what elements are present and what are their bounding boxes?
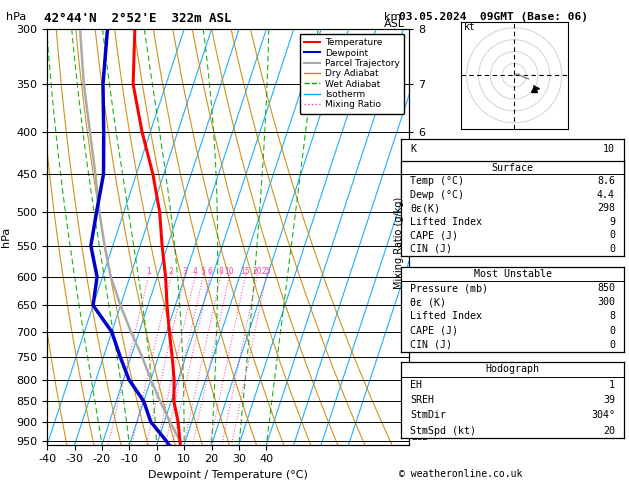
Text: 2: 2 (169, 267, 174, 276)
Text: 5: 5 (201, 267, 206, 276)
Text: 3: 3 (182, 267, 187, 276)
Text: 0: 0 (609, 340, 615, 350)
Text: 8.6: 8.6 (597, 176, 615, 186)
Text: Mixing Ratio (g/kg): Mixing Ratio (g/kg) (394, 197, 404, 289)
Text: 304°: 304° (591, 410, 615, 420)
Text: Surface: Surface (492, 163, 533, 173)
Text: 39: 39 (603, 395, 615, 405)
Text: StmDir: StmDir (410, 410, 446, 420)
Text: CIN (J): CIN (J) (410, 244, 452, 254)
Text: K: K (410, 144, 416, 154)
Text: 20: 20 (252, 267, 262, 276)
Text: 9: 9 (609, 217, 615, 227)
Text: SREH: SREH (410, 395, 434, 405)
Y-axis label: hPa: hPa (1, 227, 11, 247)
Legend: Temperature, Dewpoint, Parcel Trajectory, Dry Adiabat, Wet Adiabat, Isotherm, Mi: Temperature, Dewpoint, Parcel Trajectory… (299, 34, 404, 114)
X-axis label: Dewpoint / Temperature (°C): Dewpoint / Temperature (°C) (148, 470, 308, 480)
Text: 03.05.2024  09GMT (Base: 06): 03.05.2024 09GMT (Base: 06) (399, 12, 588, 22)
Text: 0: 0 (609, 326, 615, 336)
Text: 8: 8 (609, 312, 615, 321)
Text: kt: kt (464, 22, 476, 32)
Text: PW (cm): PW (cm) (410, 182, 452, 192)
Text: 0: 0 (609, 244, 615, 254)
Text: 1: 1 (147, 267, 151, 276)
Text: 15: 15 (241, 267, 250, 276)
Text: 20: 20 (603, 426, 615, 435)
Text: θε (K): θε (K) (410, 297, 446, 307)
Text: 0: 0 (609, 230, 615, 241)
Text: 25: 25 (262, 267, 271, 276)
Text: StmSpd (kt): StmSpd (kt) (410, 426, 476, 435)
Text: Most Unstable: Most Unstable (474, 269, 552, 279)
Text: Lifted Index: Lifted Index (410, 312, 482, 321)
Text: Totals Totals: Totals Totals (410, 163, 488, 173)
Text: CIN (J): CIN (J) (410, 340, 452, 350)
Text: 8: 8 (218, 267, 223, 276)
Text: ASL: ASL (384, 19, 404, 30)
Text: Pressure (mb): Pressure (mb) (410, 283, 488, 293)
Text: 300: 300 (597, 297, 615, 307)
Text: 298: 298 (597, 203, 615, 213)
Text: 4.4: 4.4 (597, 190, 615, 200)
Text: 850: 850 (597, 283, 615, 293)
Text: 42°44'N  2°52'E  322m ASL: 42°44'N 2°52'E 322m ASL (44, 12, 231, 25)
Text: 6: 6 (208, 267, 213, 276)
Text: 1.17: 1.17 (591, 182, 615, 192)
Text: EH: EH (410, 380, 422, 390)
Text: LCL: LCL (411, 433, 427, 442)
Text: © weatheronline.co.uk: © weatheronline.co.uk (399, 469, 523, 479)
Text: km: km (384, 12, 401, 22)
Text: 10: 10 (603, 144, 615, 154)
Text: θε(K): θε(K) (410, 203, 440, 213)
Text: Temp (°C): Temp (°C) (410, 176, 464, 186)
Text: 1: 1 (609, 380, 615, 390)
Text: 10: 10 (225, 267, 234, 276)
Text: Hodograph: Hodograph (486, 364, 540, 374)
Text: hPa: hPa (6, 12, 26, 22)
Text: 4: 4 (192, 267, 198, 276)
Text: CAPE (J): CAPE (J) (410, 326, 458, 336)
Text: Lifted Index: Lifted Index (410, 217, 482, 227)
Text: CAPE (J): CAPE (J) (410, 230, 458, 241)
Text: Dewp (°C): Dewp (°C) (410, 190, 464, 200)
Text: 42: 42 (603, 163, 615, 173)
